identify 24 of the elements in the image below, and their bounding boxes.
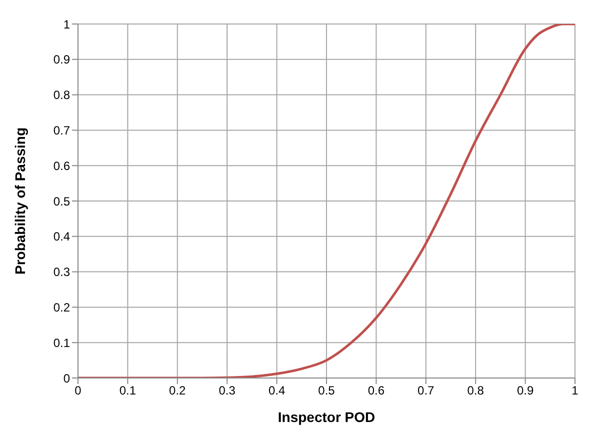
- y-tick-label: 0.9: [53, 52, 70, 67]
- y-tick-label: 0.2: [53, 300, 70, 314]
- y-tick-label: 0.8: [53, 88, 70, 102]
- y-tick-label: 0: [63, 371, 70, 386]
- x-tick-label: 0.5: [318, 384, 336, 398]
- y-tick-label: 0.7: [53, 123, 70, 138]
- y-tick-label: 0.4: [53, 230, 70, 244]
- y-tick-label: 0.6: [53, 158, 70, 173]
- x-tick-label: 0.8: [467, 384, 484, 398]
- x-tick-label: 0: [74, 384, 82, 398]
- y-tick-label: 1: [63, 17, 70, 32]
- y-tick-label: 0.5: [53, 194, 70, 208]
- y-tick-label: 0.1: [53, 336, 70, 350]
- y-axis-title: Probability of Passing: [12, 127, 28, 275]
- x-tick-label: 0.2: [169, 384, 186, 398]
- x-tick-label: 0.7: [418, 384, 435, 398]
- x-tick-label: 0.6: [368, 384, 385, 398]
- x-axis-title: Inspector POD: [278, 409, 376, 425]
- x-tick-label: 0.9: [516, 384, 534, 398]
- x-tick-label: 0.1: [119, 384, 136, 398]
- x-tick-label: 0.3: [218, 384, 236, 398]
- x-tick-label: 1: [572, 384, 579, 398]
- y-tick-label: 0.3: [53, 265, 70, 280]
- x-tick-label: 0.4: [268, 384, 286, 398]
